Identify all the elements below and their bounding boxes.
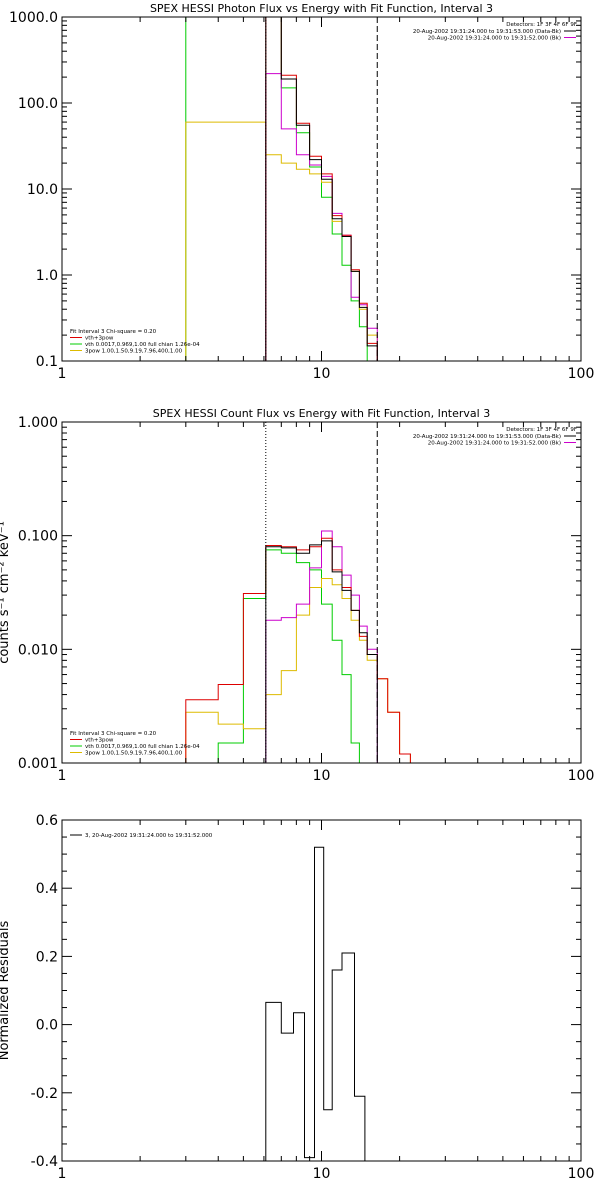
y-tick-label: 0.0 <box>36 1018 58 1034</box>
series-line-4 <box>185 16 378 362</box>
y-tick-label: 0.010 <box>18 642 58 658</box>
y-tick-label: 0.1 <box>36 354 58 370</box>
legend-text: vth+3pow <box>85 336 114 342</box>
y-tick-label: 0.4 <box>36 881 58 897</box>
detectors-label: Detectors: 1F 3F 4F 6F 9F <box>506 427 577 433</box>
x-tick-label: 10 <box>313 768 331 784</box>
x-tick-label: 1 <box>58 366 67 382</box>
legend-text: Fit Interval 3 Chi-square = 0.20 <box>70 329 157 335</box>
x-tick-label: 10 <box>313 366 331 382</box>
series-line-1 <box>185 121 378 361</box>
series-line-3 <box>185 537 411 763</box>
y-tick-label: 0.001 <box>18 756 58 772</box>
series-line-4 <box>185 540 411 764</box>
series-line-2 <box>185 530 411 764</box>
series-line-0 <box>265 846 366 1161</box>
y-tick-label: 0.100 <box>18 529 58 545</box>
legend-text: 20-Aug-2002 19:31:24.000 to 19:31:52.000… <box>428 36 561 42</box>
legend-text: vth 0.0017,0.969,1.00 full chian 1.26e-0… <box>85 342 200 348</box>
y-tick-label: 100.0 <box>18 96 58 112</box>
x-tick-label: 10 <box>313 1166 331 1182</box>
chart-title: SPEX HESSI Photon Flux vs Energy with Fi… <box>150 2 493 15</box>
legend-text: Fit Interval 3 Chi-square = 0.20 <box>70 731 157 737</box>
x-tick-label: 100 <box>568 768 595 784</box>
legend-text: 20-Aug-2002 19:31:24.000 to 19:31:52.000… <box>428 441 561 447</box>
series-line-1 <box>185 578 411 763</box>
y-axis-label: Normalized Residuals <box>0 921 12 1061</box>
y-tick-label: 1000.0 <box>9 10 58 26</box>
y-tick-label: 1.000 <box>18 415 58 431</box>
y-tick-label: 1.0 <box>36 268 58 284</box>
y-tick-label: -0.2 <box>31 1086 58 1102</box>
detectors-label: Detectors: 1F 3F 4F 6F 9F <box>506 22 577 28</box>
legend-text: 20-Aug-2002 19:31:24.000 to 19:31:53.000… <box>413 29 561 35</box>
series-line-0 <box>185 549 411 764</box>
chart-title: SPEX HESSI Count Flux vs Energy with Fit… <box>153 407 490 420</box>
x-tick-label: 100 <box>568 366 595 382</box>
legend-text: vth+3pow <box>85 738 114 744</box>
legend-text: 3pow 1.00,1.50,9.19,7.96,400,1.00 <box>85 349 183 355</box>
x-tick-label: 100 <box>568 1166 595 1182</box>
plot-frame <box>61 819 582 1162</box>
legend-text: 3pow 1.00,1.50,9.19,7.96,400,1.00 <box>85 751 183 757</box>
x-tick-label: 1 <box>58 768 67 784</box>
legend-text: 20-Aug-2002 19:31:24.000 to 19:31:53.000… <box>413 434 561 440</box>
y-tick-label: -0.4 <box>31 1154 58 1170</box>
y-axis-label: counts s⁻¹ cm⁻² keV⁻¹ <box>0 521 12 664</box>
x-tick-label: 1 <box>58 1166 67 1182</box>
series-line-2 <box>185 73 378 362</box>
y-tick-label: 0.6 <box>36 813 58 829</box>
y-tick-label: 0.2 <box>36 949 58 965</box>
legend-text: 3, 20-Aug-2002 19:31:24.000 to 19:31:52.… <box>85 833 213 839</box>
legend-text: vth 0.0017,0.969,1.00 full chian 1.26e-0… <box>85 744 200 750</box>
y-tick-label: 10.0 <box>27 182 58 198</box>
